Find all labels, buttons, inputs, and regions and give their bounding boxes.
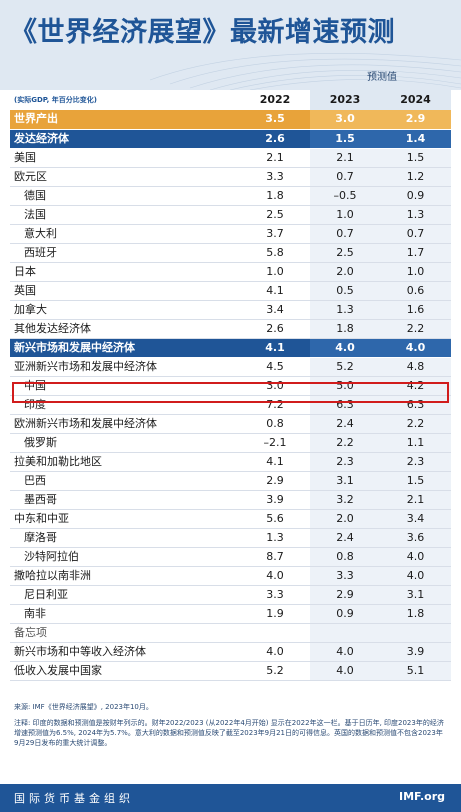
table-row: 俄罗斯 –2.1 2.2 1.1 (10, 433, 451, 453)
table-row: 南非 1.9 0.9 1.8 (10, 604, 451, 624)
table-row: 法国 2.5 1.0 1.3 (10, 205, 451, 225)
source-note: 来源: IMF《世界经济展望》, 2023年10月。 (14, 703, 153, 711)
table-row: 沙特阿拉伯 8.7 0.8 4.0 (10, 547, 451, 567)
table-row: 美国 2.1 2.1 1.5 (10, 148, 451, 168)
china-highlight-box (12, 382, 449, 403)
footnote: 注释: 印度的数据和预测值是按财年列示的。财年2022/2023 (从2022年… (14, 719, 444, 747)
table-row: 发达经济体 2.6 1.5 1.4 (10, 129, 451, 149)
unit-note: (实际GDP, 年百分比变化) (14, 96, 97, 104)
table-row: 低收入发展中国家 5.2 4.0 5.1 (10, 661, 451, 681)
table-row: 世界产出 3.5 3.0 2.9 (10, 110, 451, 130)
table-header-row: (实际GDP, 年百分比变化) 2022 2023 2024 (10, 90, 451, 110)
footer-org-name: 国际货币基金组织 (14, 792, 134, 805)
page-title: 《世界经济展望》最新增速预测 (10, 17, 395, 48)
table-row: 墨西哥 3.9 3.2 2.1 (10, 490, 451, 510)
wave-pattern-decoration (149, 53, 461, 90)
table-row: 中东和中亚 5.6 2.0 3.4 (10, 509, 451, 529)
table-row: 德国 1.8 –0.5 0.9 (10, 186, 451, 206)
table-row: 西班牙 5.8 2.5 1.7 (10, 243, 451, 263)
table-row: 亚洲新兴市场和发展中经济体 4.5 5.2 4.8 (10, 357, 451, 377)
year-header-2022: 2022 (259, 93, 291, 106)
table-row: 摩洛哥 1.3 2.4 3.6 (10, 528, 451, 548)
imf-logo-link[interactable]: IMF.org (399, 790, 445, 803)
footer-bar: 国际货币基金组织 IMF.org (0, 784, 461, 812)
table-row: 拉美和加勒比地区 4.1 2.3 2.3 (10, 452, 451, 472)
year-header-2024: 2024 (380, 90, 451, 110)
growth-table: (实际GDP, 年百分比变化) 2022 2023 2024 世界产出 3.5 … (10, 90, 451, 681)
table-row: 巴西 2.9 3.1 1.5 (10, 471, 451, 491)
memo-row: 备忘项 (10, 623, 451, 643)
table-row: 尼日利亚 3.3 2.9 3.1 (10, 585, 451, 605)
table-row: 欧元区 3.3 0.7 1.2 (10, 167, 451, 187)
table-row: 加拿大 3.4 1.3 1.6 (10, 300, 451, 320)
year-header-2023: 2023 (310, 90, 380, 110)
projection-label: 预测值 (367, 72, 397, 83)
table-row: 日本 1.0 2.0 1.0 (10, 262, 451, 282)
table-row-china: 中国 3.0 5.0 4.2 (10, 376, 451, 396)
table-row: 新兴市场和中等收入经济体 4.0 4.0 3.9 (10, 642, 451, 662)
table-row: 其他发达经济体 2.6 1.8 2.2 (10, 319, 451, 339)
table-row: 印度 7.2 6.3 6.3 (10, 395, 451, 415)
table-row: 撒哈拉以南非洲 4.0 3.3 4.0 (10, 566, 451, 586)
table-row: 英国 4.1 0.5 0.6 (10, 281, 451, 301)
table-row: 欧洲新兴市场和发展中经济体 0.8 2.4 2.2 (10, 414, 451, 434)
table-row: 意大利 3.7 0.7 0.7 (10, 224, 451, 244)
table-row: 新兴市场和发展中经济体 4.1 4.0 4.0 (10, 338, 451, 358)
header-banner: 《世界经济展望》最新增速预测 预测值 (0, 0, 461, 90)
